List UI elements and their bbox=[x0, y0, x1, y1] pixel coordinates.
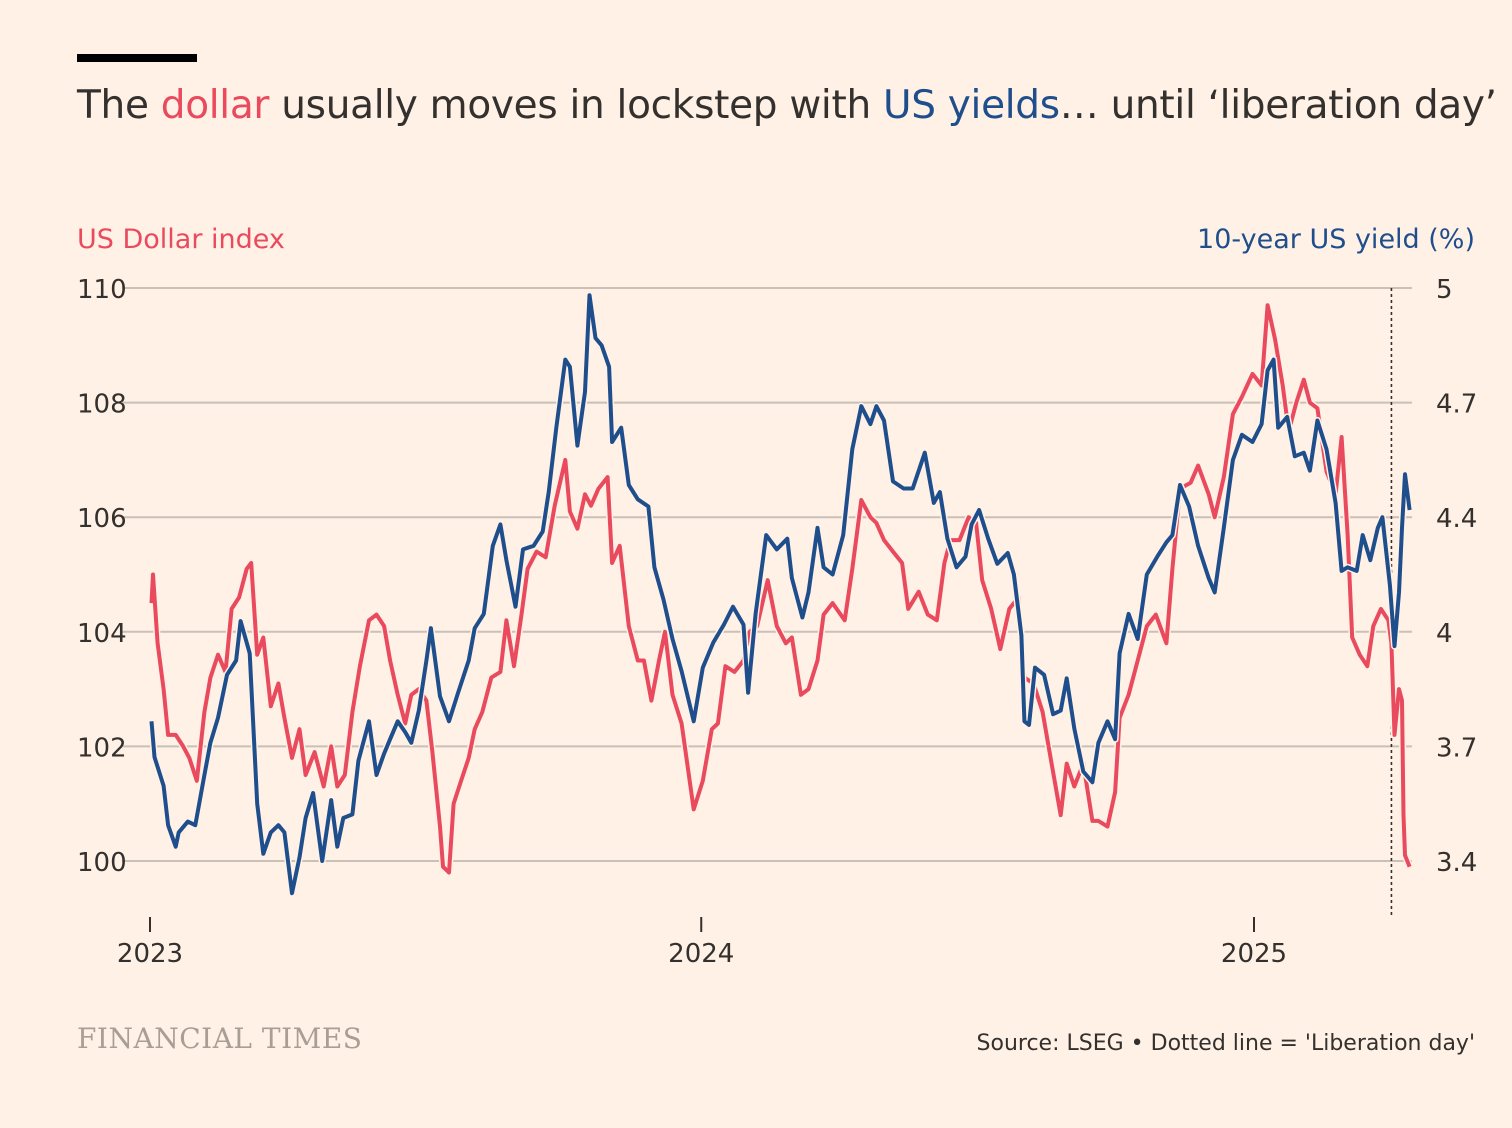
left-axis-ticks: 110 108 106 104 102 100 bbox=[77, 275, 127, 878]
x-tick-label: 2024 bbox=[668, 939, 734, 969]
right-axis-title: 10-year US yield (%) bbox=[1197, 224, 1475, 255]
left-axis-title: US Dollar index bbox=[77, 224, 285, 255]
x-axis: 2023 2024 2025 bbox=[117, 917, 1287, 969]
left-tick-label: 104 bbox=[77, 619, 127, 649]
right-tick-label: 3.7 bbox=[1436, 733, 1477, 763]
dollar-index-line bbox=[149, 303, 1412, 875]
left-tick-label: 110 bbox=[77, 275, 127, 305]
right-tick-label: 4.7 bbox=[1436, 390, 1477, 420]
left-tick-label: 102 bbox=[77, 733, 127, 763]
right-tick-label: 5 bbox=[1436, 275, 1453, 305]
chart-title: The dollar usually moves in lockstep wit… bbox=[77, 83, 1497, 128]
series-halo bbox=[148, 291, 1414, 897]
title-highlight-yields: US yields bbox=[882, 83, 1060, 128]
x-tick-label: 2023 bbox=[117, 939, 183, 969]
left-tick-label: 100 bbox=[77, 848, 127, 878]
ft-top-rule bbox=[77, 54, 197, 62]
title-highlight-dollar: dollar bbox=[160, 83, 270, 128]
ft-logo: FINANCIAL TIMES bbox=[77, 1022, 363, 1055]
left-tick-label: 106 bbox=[77, 504, 127, 534]
right-tick-label: 4 bbox=[1436, 619, 1453, 649]
right-tick-label: 4.4 bbox=[1436, 504, 1477, 534]
gridlines bbox=[122, 287, 1412, 862]
right-tick-label: 3.4 bbox=[1436, 848, 1477, 878]
right-axis-ticks: 5 4.7 4.4 4 3.7 3.4 bbox=[1436, 275, 1477, 878]
x-tick-label: 2025 bbox=[1221, 939, 1287, 969]
source-note: Source: LSEG • Dotted line = 'Liberation… bbox=[976, 1031, 1475, 1056]
series-lines bbox=[148, 291, 1414, 897]
us-10y-yield-line bbox=[149, 293, 1412, 896]
left-tick-label: 108 bbox=[77, 390, 127, 420]
series-halo bbox=[148, 301, 1413, 876]
